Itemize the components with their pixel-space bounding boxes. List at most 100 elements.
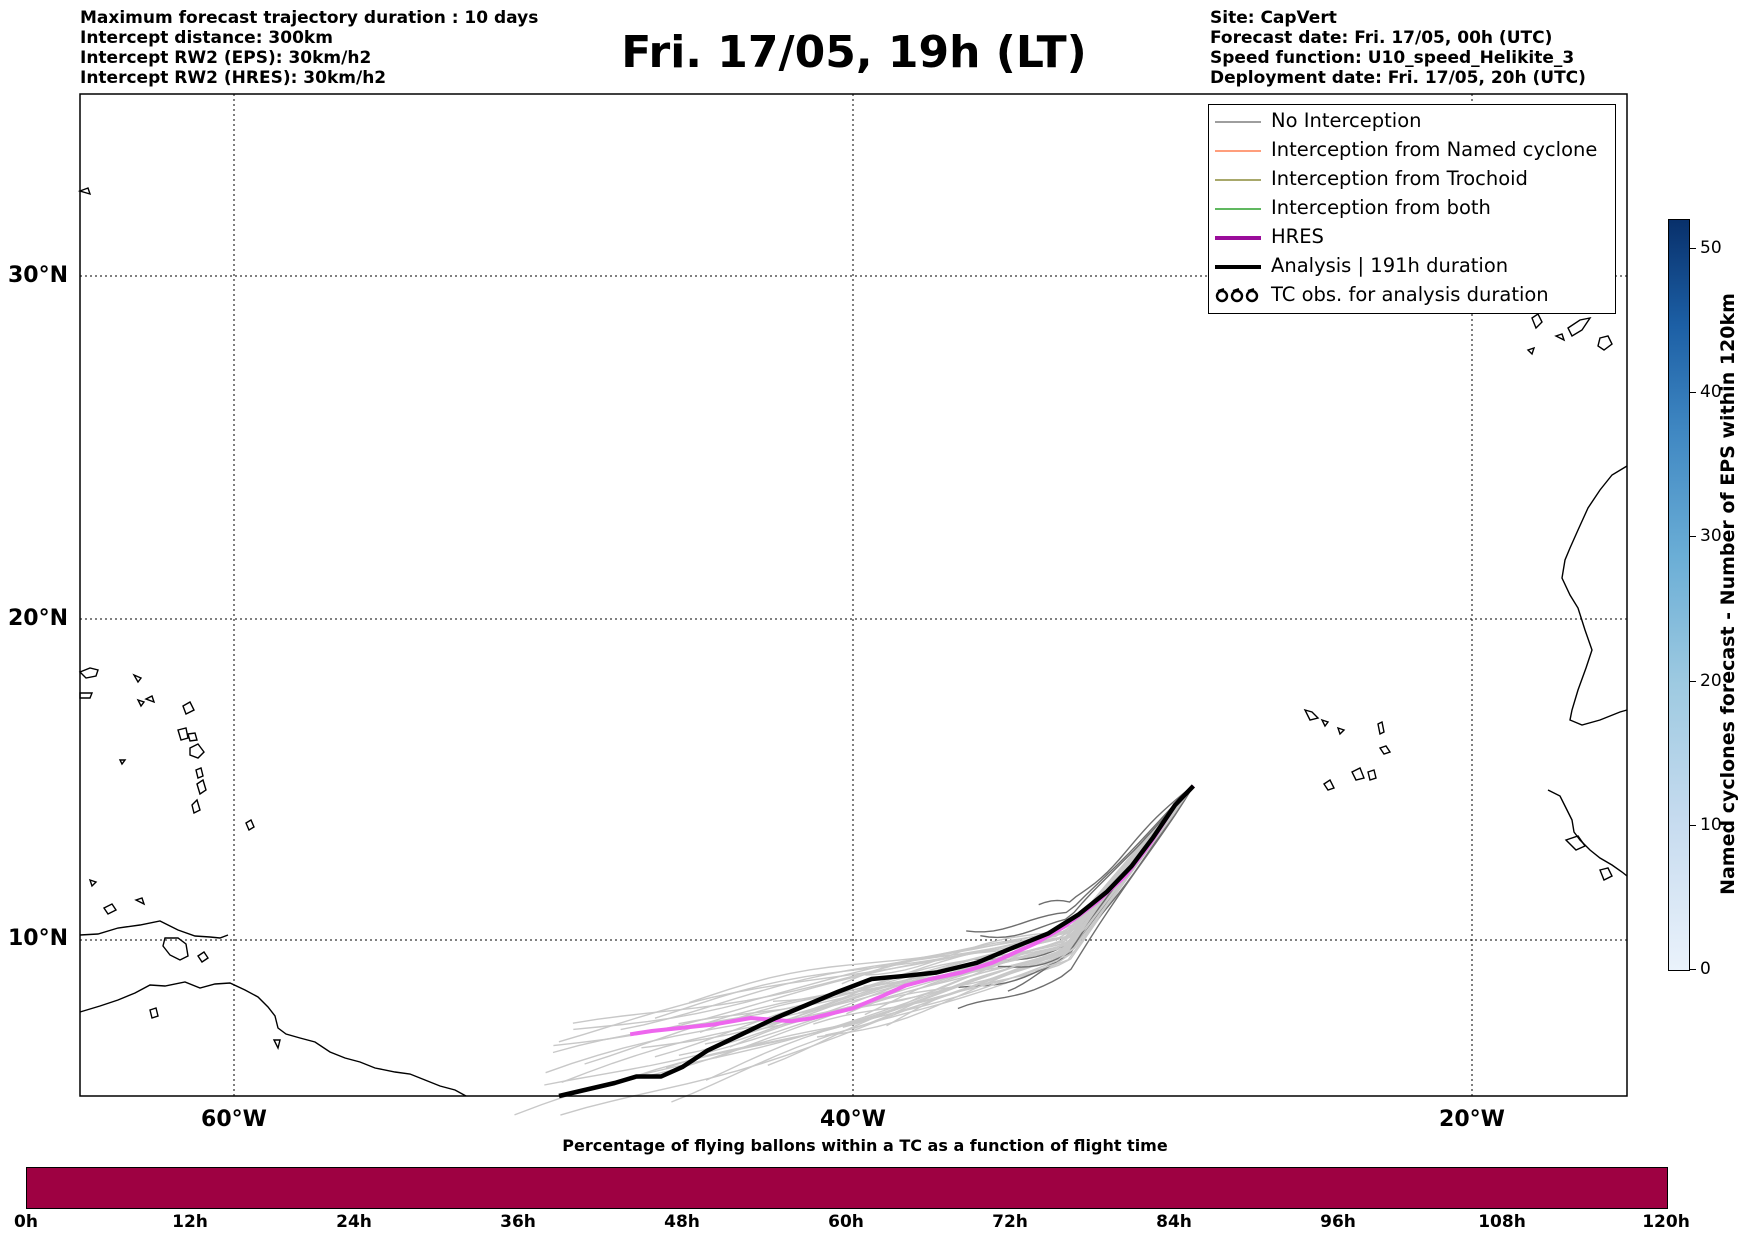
island-antigua xyxy=(182,701,195,715)
eps-track xyxy=(584,785,1194,1065)
legend-label: Interception from Trochoid xyxy=(1271,167,1528,190)
coastline-bissagos xyxy=(1599,867,1613,881)
flight-time-tick-label: 36h xyxy=(500,1212,536,1232)
legend-label: HRES xyxy=(1271,225,1324,248)
colorbar-tick-label: 0 xyxy=(1700,959,1711,979)
island-small-3 xyxy=(118,759,127,766)
eps-track xyxy=(671,785,1194,1103)
colorbar-tick xyxy=(1690,824,1696,826)
flight-time-tick-label: 0h xyxy=(14,1212,38,1232)
legend-item-trochoid: Interception from Trochoid xyxy=(1209,165,1615,194)
legend-label: Analysis | 191h duration xyxy=(1271,254,1509,277)
legend-line-green xyxy=(1215,208,1261,210)
island-cape-verde-4 xyxy=(1377,720,1385,736)
coastline-caribbean-coast xyxy=(79,920,229,939)
flight-time-tick-label: 60h xyxy=(828,1212,864,1232)
flight-time-tick-label: 12h xyxy=(172,1212,208,1232)
flight-time-bar-title: Percentage of flying ballons within a TC… xyxy=(562,1136,1168,1155)
legend-item-named-cyclone: Interception from Named cyclone xyxy=(1209,136,1615,165)
header-line-forecast-date: Forecast date: Fri. 17/05, 00h (UTC) xyxy=(1210,28,1553,48)
header-info-right: Site: CapVert Forecast date: Fri. 17/05,… xyxy=(1210,8,1586,88)
island-small-1 xyxy=(132,673,143,684)
eps-track xyxy=(743,785,1194,1032)
colorbar-tick-label: 10 xyxy=(1700,814,1722,835)
island-cape-verde-6 xyxy=(1323,778,1335,791)
eps-track xyxy=(966,785,1194,933)
legend-line-coral xyxy=(1215,150,1261,152)
island-cape-verde-2 xyxy=(1320,718,1330,728)
island-cape-verde-5 xyxy=(1378,745,1392,755)
flight-time-tick-label: 72h xyxy=(992,1212,1028,1232)
island-canary-5 xyxy=(1526,346,1536,356)
header-line-rw2-hres: Intercept RW2 (HRES): 30km/h2 xyxy=(80,68,387,88)
island-anguilla xyxy=(144,695,156,704)
eps-track xyxy=(846,785,1194,1008)
header-line-speed-function: Speed function: U10_speed_Helikite_3 xyxy=(1210,48,1575,68)
tc-symbol-icon xyxy=(1215,288,1259,303)
coastline-west-africa-south xyxy=(1547,789,1628,877)
island-martinique xyxy=(196,778,207,796)
eps-track xyxy=(957,785,1194,1010)
lon-label-60w: 60°W xyxy=(201,1107,267,1132)
lon-label-20w: 20°W xyxy=(1439,1107,1505,1132)
coastline-south-america xyxy=(79,981,467,1097)
analysis-trajectory xyxy=(558,784,1196,1099)
map-legend: No Interception Interception from Named … xyxy=(1208,104,1616,314)
island-canary-3 xyxy=(1567,316,1592,337)
island-st-kitts xyxy=(177,727,189,741)
coastline-africa-islands xyxy=(1564,835,1587,851)
legend-line-black xyxy=(1215,265,1261,269)
colorbar-tick xyxy=(1690,247,1696,249)
header-line-site: Site: CapVert xyxy=(1210,8,1337,28)
cyclone-colorbar-title: Named cyclones forecast - Number of EPS … xyxy=(1717,293,1739,895)
legend-item-tc-obs: TC obs. for analysis duration xyxy=(1209,281,1615,310)
island-tobago xyxy=(197,951,209,963)
island-barbados xyxy=(245,818,255,832)
island-cape-verde-3 xyxy=(1336,726,1346,736)
eps-track xyxy=(514,785,1194,1116)
flight-time-bar xyxy=(26,1167,1668,1209)
colorbar-tick-label: 20 xyxy=(1700,670,1722,691)
legend-label: No Interception xyxy=(1271,109,1422,132)
island-canary-1 xyxy=(1531,312,1543,330)
legend-line-gray xyxy=(1215,121,1261,123)
legend-label: Interception from Named cyclone xyxy=(1271,138,1598,161)
cyclone-colorbar xyxy=(1668,219,1690,971)
coastlines xyxy=(77,187,1628,1097)
island-canary-4 xyxy=(1597,335,1613,351)
eps-track xyxy=(654,785,1194,1058)
island-canary-2 xyxy=(1554,333,1566,342)
header-line-rw2-eps: Intercept RW2 (EPS): 30km/h2 xyxy=(80,48,372,68)
island-cape-verde-8 xyxy=(1367,769,1377,781)
header-line-max-duration: Maximum forecast trajectory duration : 1… xyxy=(80,8,539,28)
eps-track xyxy=(560,785,1194,1116)
legend-item-analysis: Analysis | 191h duration xyxy=(1209,252,1615,281)
island-guadeloupe xyxy=(189,743,205,759)
colorbar-tick xyxy=(1690,680,1696,682)
island-small-5 xyxy=(102,903,118,915)
flight-time-tick-label: 48h xyxy=(664,1212,700,1232)
colorbar-tick xyxy=(1690,969,1696,970)
island-trinidad xyxy=(162,937,189,961)
lat-label-10n: 10°N xyxy=(8,926,69,951)
island-bermuda-area xyxy=(77,187,92,196)
island-dominica xyxy=(195,767,204,779)
legend-item-hres: HRES xyxy=(1209,223,1615,252)
island-virgin-islands xyxy=(78,667,99,679)
eps-track xyxy=(561,785,1194,1083)
eps-track xyxy=(980,785,1194,939)
lon-label-40w: 40°W xyxy=(820,1107,886,1132)
flight-time-tick-label: 84h xyxy=(1156,1212,1192,1232)
legend-line-olive xyxy=(1215,179,1261,181)
island-small-8 xyxy=(272,1039,281,1051)
island-small-4 xyxy=(88,878,98,888)
island-cape-verde-7 xyxy=(1351,767,1365,781)
legend-label: Interception from both xyxy=(1271,196,1491,219)
legend-line-purple xyxy=(1215,236,1261,240)
legend-item-both: Interception from both xyxy=(1209,194,1615,223)
map-title: Fri. 17/05, 19h (LT) xyxy=(621,27,1087,78)
flight-time-tick-label: 24h xyxy=(336,1212,372,1232)
header-info-left: Maximum forecast trajectory duration : 1… xyxy=(80,8,538,88)
colorbar-tick-label: 50 xyxy=(1700,237,1722,258)
eps-track xyxy=(1038,785,1194,906)
